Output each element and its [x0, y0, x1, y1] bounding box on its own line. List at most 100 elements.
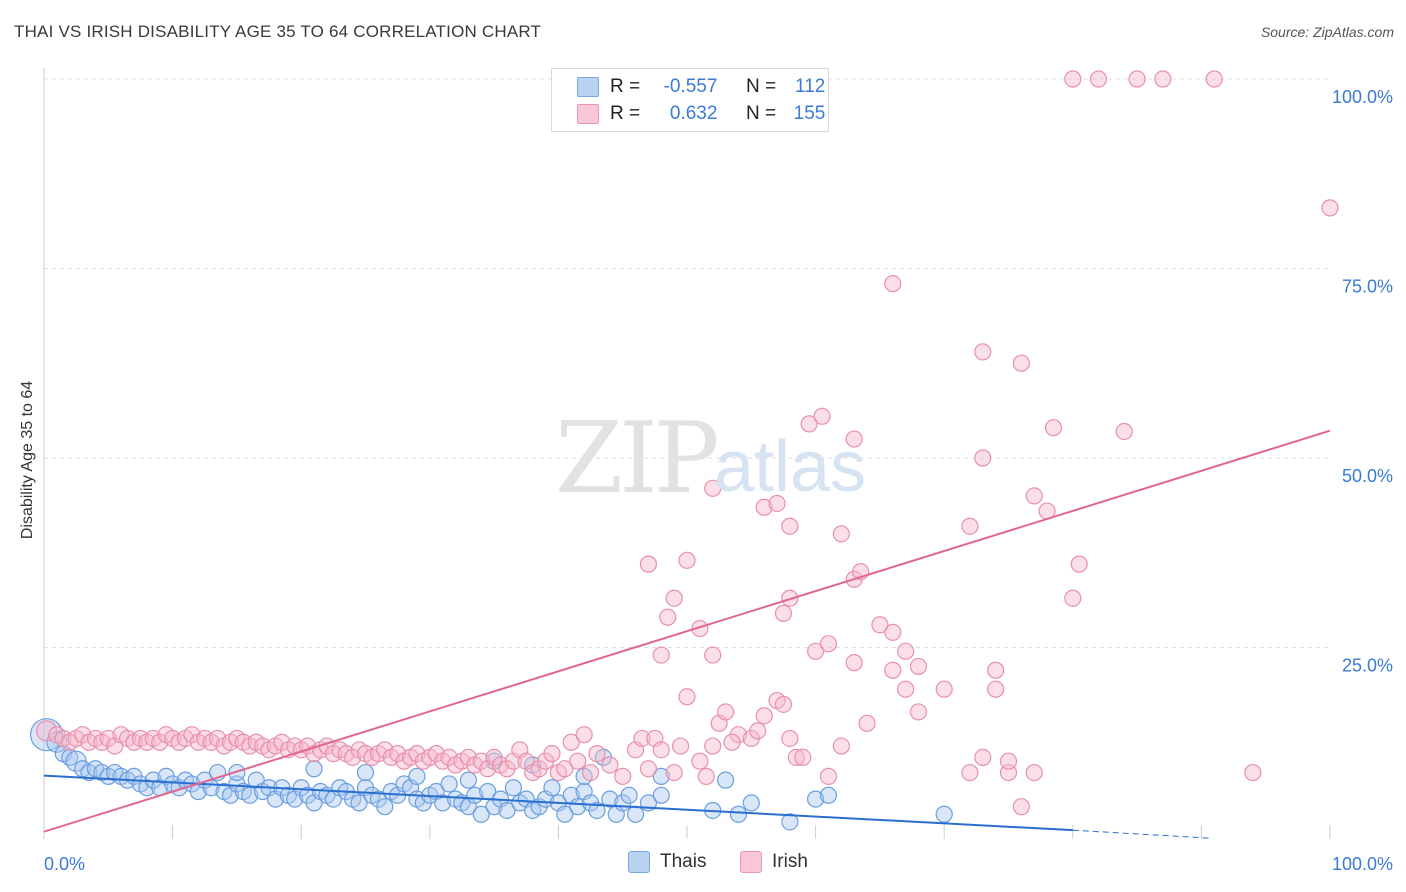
irish-point — [614, 767, 632, 785]
irish-point — [832, 737, 850, 755]
thai-point — [806, 790, 825, 808]
irish-point — [884, 661, 902, 679]
irish-point — [871, 616, 889, 634]
irish-point — [562, 733, 580, 751]
irish-point — [1064, 589, 1082, 607]
legend-item-thais[interactable]: Thais — [628, 851, 706, 873]
thai-point — [716, 771, 735, 789]
thai-point — [440, 775, 458, 793]
thai-r-value: -0.557 — [663, 76, 718, 97]
legend-irish-label: Irish — [772, 851, 808, 872]
irish-point — [575, 726, 593, 744]
irish-point — [639, 555, 658, 573]
irish-point — [659, 608, 677, 626]
irish-point — [652, 646, 670, 664]
irish-point — [781, 517, 799, 535]
irish-point — [1205, 70, 1223, 88]
irish-point — [588, 745, 606, 763]
irish-point — [794, 748, 812, 767]
watermark-zip: ZIP — [555, 402, 720, 516]
irish-point — [1064, 70, 1082, 88]
irish-point — [961, 763, 979, 782]
irish-point — [774, 695, 793, 713]
thai-trend-extension — [1072, 829, 1211, 839]
thai-r-label: R = — [610, 76, 641, 97]
irish-point — [800, 415, 818, 433]
y-axis-label: Disability Age 35 to 64 — [19, 380, 36, 540]
irish-point — [633, 729, 651, 748]
irish-point — [723, 733, 741, 751]
irish-point — [569, 752, 587, 770]
irish-point — [819, 767, 838, 785]
thai-n-value: 112 — [795, 76, 826, 97]
irish-point — [832, 525, 850, 543]
thai-n-label: N = — [745, 76, 777, 97]
irish-point — [704, 479, 722, 497]
irish-point — [581, 763, 600, 782]
thai-point — [729, 805, 748, 823]
thai-point — [305, 760, 323, 778]
legend-thais-swatch — [628, 851, 650, 873]
thai-point — [652, 767, 670, 785]
irish-point — [768, 494, 786, 513]
legend-item-irish[interactable]: Irish — [740, 851, 808, 873]
thai-point — [601, 790, 619, 808]
irish-point — [691, 752, 709, 770]
thai-point — [498, 801, 516, 820]
irish-trend-line — [43, 429, 1331, 833]
irish-point — [787, 748, 805, 767]
irish-point — [806, 642, 825, 660]
thai-point — [350, 794, 368, 812]
irish-swatch — [577, 104, 599, 124]
irish-point — [781, 729, 799, 748]
irish-point — [755, 498, 773, 516]
thai-point — [356, 763, 375, 782]
irish-point — [704, 737, 722, 755]
thai-point — [376, 798, 394, 816]
irish-r-label: R = — [610, 103, 641, 124]
irish-point — [1321, 199, 1339, 217]
thai-point — [742, 794, 760, 812]
thai-point — [459, 771, 477, 789]
irish-point — [909, 703, 928, 721]
y-tick-label: 100.0% — [1332, 87, 1393, 107]
irish-point — [819, 635, 838, 653]
stats-box: R = -0.557 N = 112 R = 0.632 N = 155 — [551, 68, 829, 132]
irish-n-value: 155 — [793, 103, 826, 124]
thai-point — [504, 779, 522, 797]
thai-point — [588, 801, 606, 820]
thai-point — [472, 805, 490, 823]
thai-point — [935, 805, 953, 823]
thai-trend-line — [43, 774, 1073, 832]
irish-point — [678, 688, 696, 706]
irish-point — [1025, 487, 1043, 505]
irish-r-value: 0.632 — [669, 103, 718, 124]
irish-point — [974, 449, 992, 467]
irish-point — [1089, 70, 1108, 88]
chart-title: THAI VS IRISH DISABILITY AGE 35 TO 64 CO… — [14, 22, 542, 41]
irish-point — [1012, 354, 1030, 372]
irish-point — [601, 756, 619, 774]
thai-point — [569, 798, 587, 816]
irish-point — [639, 760, 658, 778]
irish-point — [845, 430, 863, 448]
irish-point — [1044, 419, 1063, 437]
irish-point — [1070, 555, 1088, 573]
irish-point — [974, 748, 992, 767]
irish-point — [1128, 70, 1146, 88]
irish-point — [935, 680, 953, 698]
irish-point — [845, 654, 863, 672]
irish-point — [749, 722, 767, 740]
thai-point — [543, 779, 561, 797]
y-tick-label: 25.0% — [1342, 656, 1393, 676]
legend-thais-label: Thais — [660, 851, 707, 872]
irish-n-label: N = — [745, 103, 777, 124]
irish-point — [1115, 422, 1133, 441]
thai-point — [408, 767, 426, 785]
irish-point — [897, 680, 915, 698]
thai-point — [556, 805, 574, 823]
thai-swatch — [577, 77, 599, 97]
irish-point — [987, 680, 1005, 698]
irish-point — [1012, 798, 1030, 816]
